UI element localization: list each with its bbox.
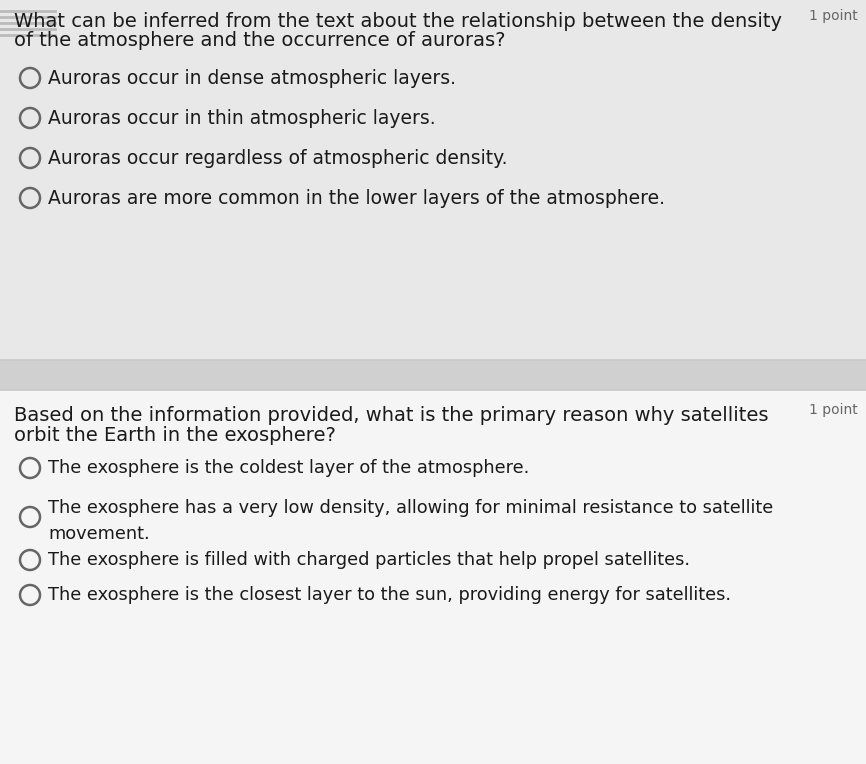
Text: The exosphere is the coldest layer of the atmosphere.: The exosphere is the coldest layer of th… xyxy=(48,459,529,477)
Text: of the atmosphere and the occurrence of auroras?: of the atmosphere and the occurrence of … xyxy=(14,31,506,50)
Text: The exosphere has a very low density, allowing for minimal resistance to satelli: The exosphere has a very low density, al… xyxy=(48,499,773,543)
Text: Based on the information provided, what is the primary reason why satellites: Based on the information provided, what … xyxy=(14,406,768,425)
Text: orbit the Earth in the exosphere?: orbit the Earth in the exosphere? xyxy=(14,426,336,445)
Bar xyxy=(0,0,866,390)
Text: 1 point: 1 point xyxy=(809,9,858,23)
Text: Auroras occur in thin atmospheric layers.: Auroras occur in thin atmospheric layers… xyxy=(48,109,436,128)
Text: Auroras occur regardless of atmospheric density.: Auroras occur regardless of atmospheric … xyxy=(48,149,507,168)
Text: The exosphere is the closest layer to the sun, providing energy for satellites.: The exosphere is the closest layer to th… xyxy=(48,586,731,604)
Text: Auroras occur in dense atmospheric layers.: Auroras occur in dense atmospheric layer… xyxy=(48,69,456,88)
Text: Auroras are more common in the lower layers of the atmosphere.: Auroras are more common in the lower lay… xyxy=(48,189,665,208)
Text: 1 point: 1 point xyxy=(809,403,858,417)
Bar xyxy=(0,390,866,764)
Text: What can be inferred from the text about the relationship between the density: What can be inferred from the text about… xyxy=(14,12,782,31)
Bar xyxy=(0,360,866,390)
Text: The exosphere is filled with charged particles that help propel satellites.: The exosphere is filled with charged par… xyxy=(48,551,690,569)
